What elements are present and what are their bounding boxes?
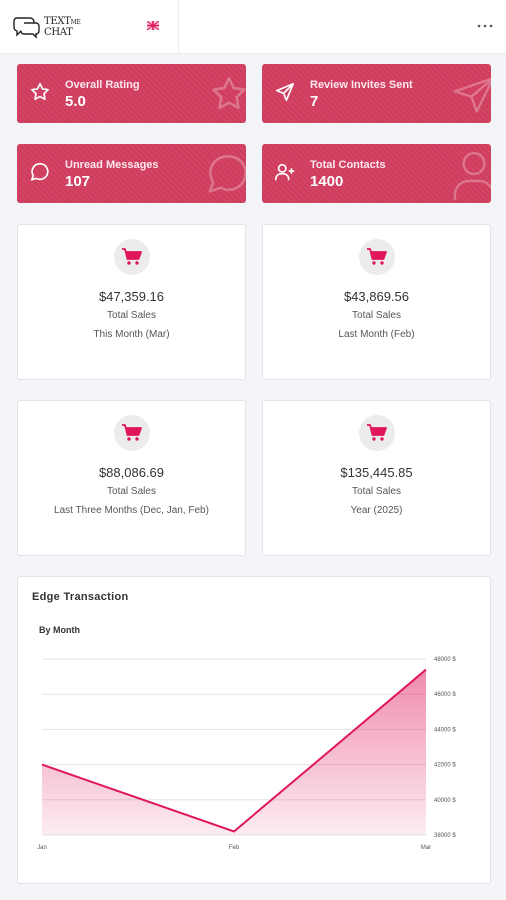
logo-text: TEXTME CHAT <box>44 15 81 38</box>
y-tick-label: 38000 $ <box>434 833 456 839</box>
stat-unread-messages[interactable]: Unread Messages 107 <box>17 144 246 203</box>
cart-badge <box>114 239 150 275</box>
sales-amount: $47,359.16 <box>98 289 165 304</box>
sales-amount: $88,086.69 <box>98 465 165 480</box>
app-header: TEXTME CHAT <box>0 0 506 54</box>
transaction-area-chart[interactable]: 38000 $ 40000 $ 42000 $ 44000 $ 46000 $ 48000… <box>18 577 492 885</box>
cart-badge <box>359 415 395 451</box>
logo[interactable]: TEXTME CHAT <box>12 12 81 42</box>
user-icon <box>453 151 491 200</box>
chart-area <box>42 669 426 835</box>
chart-subtitle: By Month <box>39 625 80 635</box>
logo-text-small: ME <box>70 18 81 26</box>
sales-label: Total Sales <box>352 310 401 321</box>
y-tick-label: 42000 $ <box>434 763 456 769</box>
send-icon <box>275 82 295 102</box>
shopping-cart-icon <box>367 424 387 441</box>
message-circle-icon <box>30 162 49 181</box>
sales-period: Last Month (Feb) <box>338 329 415 340</box>
stat-value: 5.0 <box>65 93 86 110</box>
stat-review-invites[interactable]: Review Invites Sent 7 <box>262 64 491 123</box>
send-icon <box>453 77 491 113</box>
more-horizontal-icon[interactable] <box>476 16 494 36</box>
sales-period: This Month (Mar) <box>93 329 170 340</box>
sales-period: Last Three Months (Dec, Jan, Feb) <box>54 505 209 516</box>
y-tick-label: 44000 $ <box>434 727 456 733</box>
shopping-cart-icon <box>367 248 387 265</box>
star-icon <box>31 82 49 101</box>
uk-flag-icon[interactable] <box>147 21 159 30</box>
sales-card-year: $135,445.85 Total Sales Year (2025) <box>262 400 491 556</box>
cart-badge <box>359 239 395 275</box>
logo-text-bottom: CHAT <box>44 26 73 38</box>
sales-card-this-month: $47,359.16 Total Sales This Month (Mar) <box>17 224 246 380</box>
stat-value: 107 <box>65 173 91 190</box>
stat-label: Review Invites Sent <box>310 79 413 91</box>
sales-label: Total Sales <box>352 486 401 497</box>
y-tick-label: 48000 $ <box>434 657 456 663</box>
y-tick-label: 46000 $ <box>434 692 456 698</box>
sales-amount: $135,445.85 <box>340 465 413 480</box>
stat-value: 1400 <box>310 173 344 190</box>
cart-badge <box>114 415 150 451</box>
y-tick-label: 40000 $ <box>434 798 456 804</box>
sales-card-last-three-months: $88,086.69 Total Sales Last Three Months… <box>17 400 246 556</box>
message-circle-icon <box>208 155 246 193</box>
sales-amount: $43,869.56 <box>343 289 410 304</box>
chat-bubbles-logo-icon <box>13 17 40 39</box>
sales-period: Year (2025) <box>350 505 403 516</box>
edge-transaction-card: Edge Transaction By Month 38000 $ 40000 $… <box>17 576 491 884</box>
shopping-cart-icon <box>122 248 142 265</box>
stat-overall-rating[interactable]: Overall Rating 5.0 <box>17 64 246 123</box>
chart-title: Edge Transaction <box>32 591 129 603</box>
logo-text-top: TEXT <box>44 15 71 27</box>
sales-label: Total Sales <box>107 310 156 321</box>
stat-label: Overall Rating <box>65 79 140 91</box>
stat-value: 7 <box>310 93 319 110</box>
user-plus-icon <box>275 163 295 181</box>
shopping-cart-icon <box>122 424 142 441</box>
x-tick-label: Feb <box>229 845 240 851</box>
header-divider <box>178 0 179 54</box>
stat-total-contacts[interactable]: Total Contacts 1400 <box>262 144 491 203</box>
stat-label: Total Contacts <box>310 159 386 171</box>
sales-card-last-month: $43,869.56 Total Sales Last Month (Feb) <box>262 224 491 380</box>
x-tick-label: Mar <box>421 845 431 851</box>
star-icon <box>212 76 246 110</box>
x-tick-label: Jan <box>37 845 47 851</box>
stat-label: Unread Messages <box>65 159 159 171</box>
sales-label: Total Sales <box>107 486 156 497</box>
